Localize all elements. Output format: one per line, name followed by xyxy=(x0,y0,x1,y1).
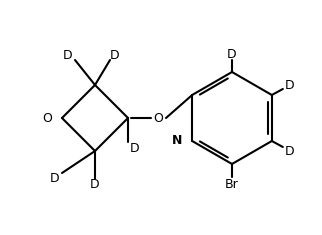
Text: D: D xyxy=(50,172,60,184)
Text: O: O xyxy=(153,111,163,125)
Text: Br: Br xyxy=(225,177,239,191)
Text: D: D xyxy=(63,48,73,62)
Text: D: D xyxy=(130,142,140,156)
Text: D: D xyxy=(227,47,237,60)
Text: D: D xyxy=(285,78,295,91)
Text: D: D xyxy=(110,48,120,62)
Text: N: N xyxy=(172,134,182,148)
Text: D: D xyxy=(285,145,295,157)
Text: O: O xyxy=(42,111,52,125)
Text: D: D xyxy=(90,179,100,192)
